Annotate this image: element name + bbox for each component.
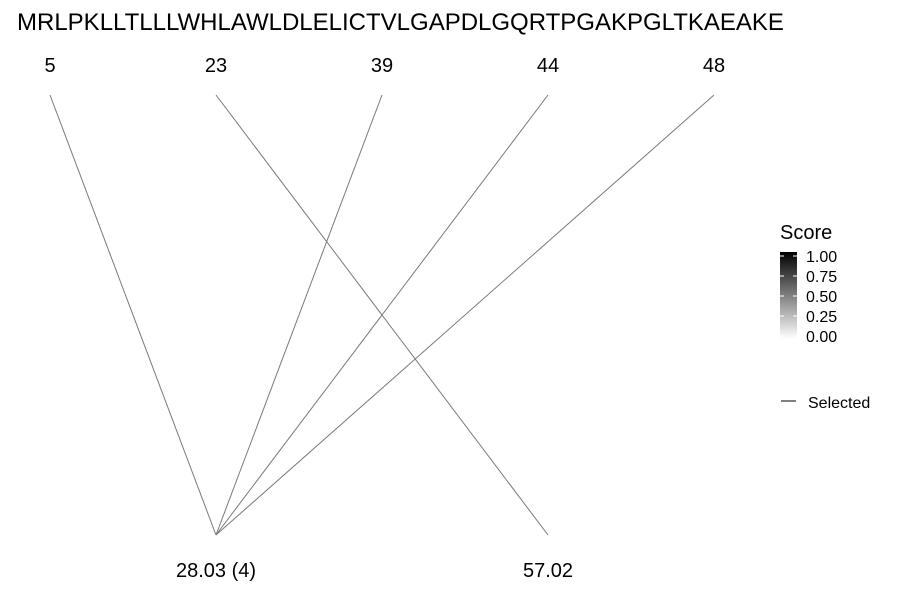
links-layer <box>49 94 715 536</box>
link-line-5 <box>49 94 217 536</box>
legend: Score 1.00 0.75 0.50 0.25 0.00 Selected <box>780 222 870 412</box>
legend-score-ticks: 1.00 0.75 0.50 0.25 0.00 <box>780 249 837 346</box>
position-label-5: 5 <box>44 55 55 77</box>
link-line-48 <box>215 94 715 536</box>
mass-label-1: 57.02 <box>523 560 573 582</box>
position-label-23: 23 <box>205 55 227 77</box>
legend-selected-label: Selected <box>808 395 870 412</box>
mass-label-0: 28.03 (4) <box>176 560 256 582</box>
score-colorbar <box>780 252 797 339</box>
legend-tick-label-2: 0.50 <box>806 289 837 306</box>
position-label-39: 39 <box>371 55 393 77</box>
legend-tick-label-1: 0.75 <box>806 269 837 286</box>
position-label-44: 44 <box>537 55 559 77</box>
legend-tick-label-3: 0.25 <box>806 309 837 326</box>
legend-tick-label-4: 0.00 <box>806 329 837 346</box>
link-line-44 <box>215 94 549 536</box>
link-line-39 <box>215 94 383 536</box>
legend-score-title: Score <box>780 222 832 244</box>
position-label-48: 48 <box>703 55 725 77</box>
mass-labels: 28.03 (4) 57.02 <box>176 560 573 582</box>
legend-tick-label-0: 1.00 <box>806 249 837 266</box>
sequence-title: MRLPKLLTLLLWHLAWLDLELICTVLGAPDLGQRTPGAKP… <box>17 9 784 36</box>
position-labels: 5 23 39 44 48 <box>44 55 725 77</box>
